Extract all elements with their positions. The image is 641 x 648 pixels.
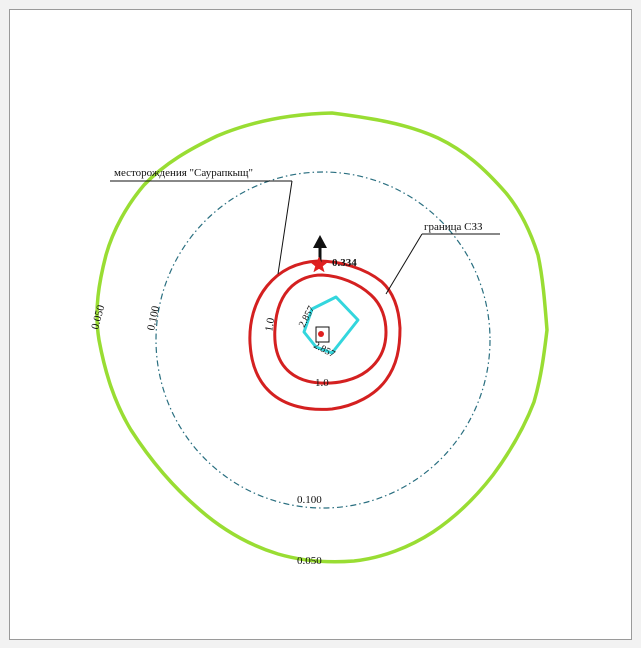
leader-line-szz-diag	[385, 233, 423, 295]
isoline-label-outer-left: 0.050	[89, 303, 107, 330]
isoline-label-cyan-bottom: 2.857	[312, 340, 337, 360]
isoline-outer-green	[95, 111, 549, 564]
isoline-label-red-left: 1.0	[263, 316, 277, 332]
leader-line-deposit-diag	[277, 180, 293, 275]
source-point	[318, 331, 324, 337]
isoline-label-cyan-top: 2.857	[297, 304, 317, 329]
max-point-value: 0.334	[332, 257, 357, 269]
isoline-label-dashed-left: 0.100	[145, 304, 162, 331]
isoline-red-inner	[273, 273, 388, 385]
isoline-map: месторождения "Саурапкыщ" граница СЗЗ 0.…	[89, 111, 549, 567]
source-square-icon	[315, 326, 330, 343]
annotation-deposit: месторождения "Саурапкыщ"	[114, 167, 253, 179]
isoline-red-outer	[248, 259, 402, 411]
annotation-sanitary-zone: граница СЗЗ	[424, 221, 483, 233]
isoline-cyan	[302, 295, 360, 355]
isoline-label-outer-bottom: 0.050	[297, 555, 322, 567]
isoline-dashed	[155, 171, 491, 509]
star-icon	[310, 256, 328, 273]
isoline-label-red-bottom: 1.0	[315, 377, 329, 389]
map-frame: месторождения "Саурапкыщ" граница СЗЗ 0.…	[9, 9, 632, 640]
isoline-label-dashed-bottom: 0.100	[297, 494, 322, 506]
